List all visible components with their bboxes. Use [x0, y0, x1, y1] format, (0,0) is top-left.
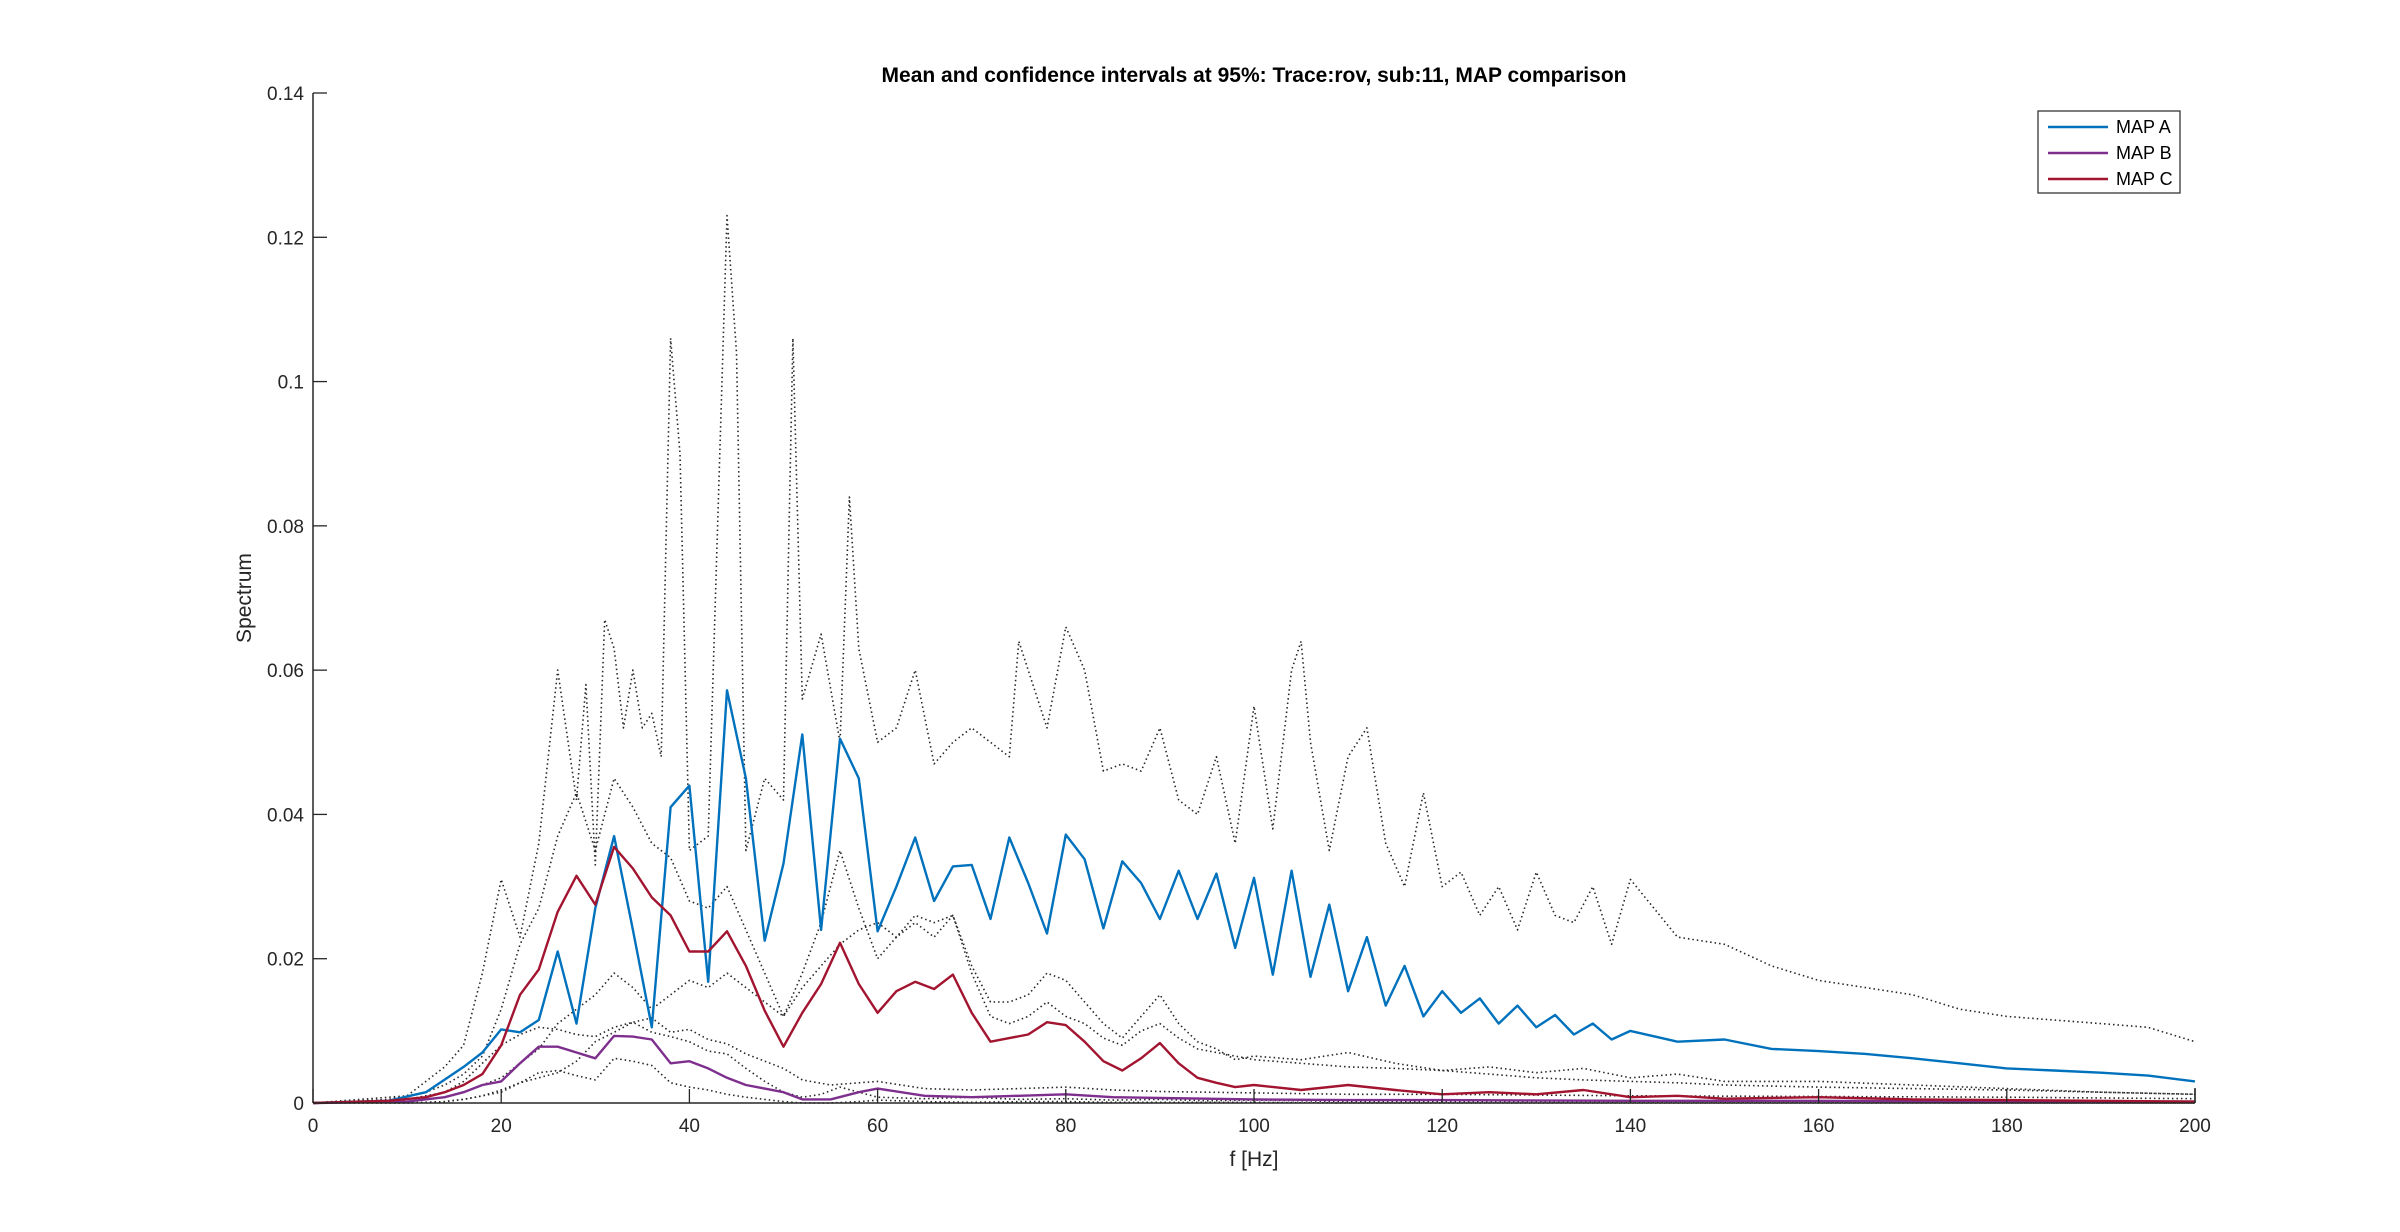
confidence-bound-line — [312, 1017, 2196, 1104]
confidence-bound-line — [312, 914, 2196, 1104]
x-tick-label: 120 — [1426, 1116, 1458, 1137]
series-line-map-c — [312, 845, 2196, 1105]
y-tick-label: 0.04 — [267, 805, 304, 826]
x-tick-label: 100 — [1238, 1116, 1270, 1137]
chart-title: Mean and confidence intervals at 95%: Tr… — [882, 64, 1627, 87]
legend-label: MAP C — [2116, 169, 2173, 189]
x-tick-label: 20 — [491, 1116, 512, 1137]
y-axis-title: Spectrum — [233, 553, 256, 643]
x-axis-title: f [Hz] — [1229, 1148, 1278, 1171]
x-tick-label: 180 — [1991, 1116, 2023, 1137]
series-layer — [312, 214, 2196, 1105]
y-tick-label: 0.06 — [267, 661, 304, 682]
x-tick-label: 160 — [1803, 1116, 1835, 1137]
x-tick-label: 140 — [1615, 1116, 1647, 1137]
x-tick-label: 60 — [867, 1116, 888, 1137]
x-tick-label: 200 — [2179, 1116, 2211, 1137]
y-tick-label: 0.14 — [267, 84, 304, 105]
series-line-map-b — [312, 1034, 2195, 1105]
legend: MAP A MAP B MAP C — [2037, 110, 2181, 194]
confidence-bound-line — [312, 214, 2196, 1104]
confidence-bound-line — [313, 1057, 2195, 1104]
x-tick-label: 0 — [308, 1116, 319, 1137]
axes — [312, 93, 2196, 1104]
ticks: 0 20 40 60 80 100 120 140 160 180 200 0 0.02 0.04 0.06… — [267, 84, 2211, 1137]
legend-label: MAP A — [2116, 117, 2171, 137]
x-tick-label: 40 — [679, 1116, 700, 1137]
y-tick-label: 0 — [293, 1094, 304, 1115]
confidence-bound-line — [312, 777, 2196, 1104]
legend-label: MAP B — [2116, 143, 2172, 163]
y-tick-label: 0.08 — [267, 517, 304, 538]
y-tick-label: 0.12 — [267, 228, 304, 249]
series-line-map-a — [312, 689, 2196, 1105]
x-tick-label: 80 — [1055, 1116, 1076, 1137]
y-tick-label: 0.1 — [278, 373, 304, 394]
y-tick-label: 0.02 — [267, 950, 304, 971]
